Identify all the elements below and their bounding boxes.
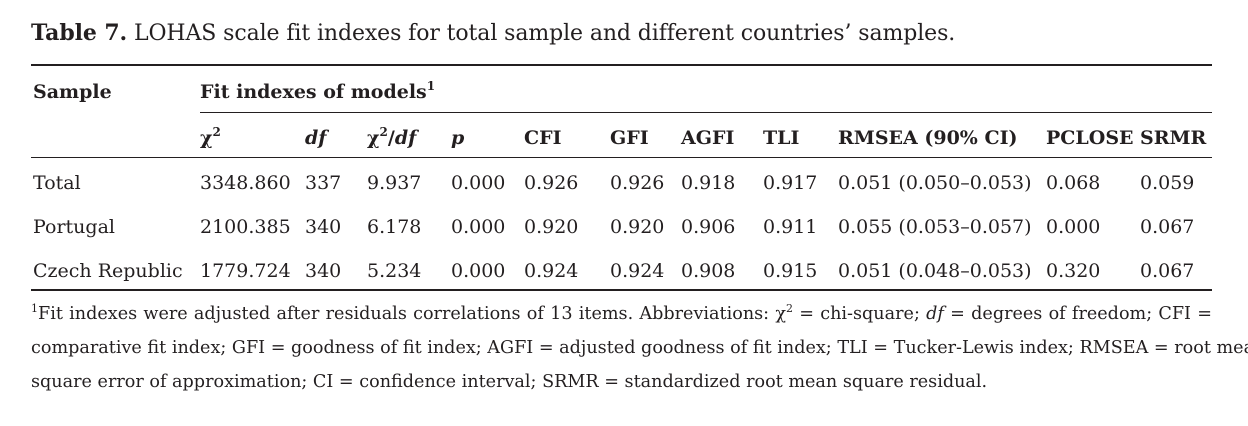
cell-pclose: 0.320 [1046, 260, 1101, 282]
cell-gfi: 0.926 [610, 172, 665, 194]
table-label: Table 7. [31, 20, 128, 46]
cell-p: 0.000 [451, 216, 506, 238]
cell-sample: Total [33, 172, 81, 194]
header-p: p [451, 127, 465, 149]
cell-cfi: 0.920 [524, 216, 579, 238]
group-rule [200, 112, 1212, 114]
cell-rmsea: 0.051 (0.048–0.053) [838, 260, 1032, 282]
cell-gfi: 0.920 [610, 216, 665, 238]
header-agfi: AGFI [681, 127, 735, 149]
cell-chi2-df: 9.937 [367, 172, 422, 194]
cell-df: 340 [305, 260, 342, 282]
cell-chi2-df: 6.178 [367, 216, 422, 238]
cell-agfi: 0.918 [681, 172, 736, 194]
cell-agfi: 0.908 [681, 260, 736, 282]
cell-df: 340 [305, 216, 342, 238]
cell-sample: Czech Republic [33, 260, 183, 282]
header-sample: Sample [33, 81, 112, 103]
cell-cfi: 0.926 [524, 172, 579, 194]
cell-rmsea: 0.055 (0.053–0.057) [838, 216, 1032, 238]
cell-chi2: 3348.860 [200, 172, 291, 194]
header-gfi: GFI [610, 127, 649, 149]
cell-chi2: 2100.385 [200, 216, 291, 238]
header-tli: TLI [763, 127, 800, 149]
cell-rmsea: 0.051 (0.050–0.053) [838, 172, 1032, 194]
cell-tli: 0.911 [763, 216, 818, 238]
header-fit-indexes: Fit indexes of models1 [200, 79, 436, 103]
footnote-marker: 1 [426, 79, 436, 93]
cell-tli: 0.917 [763, 172, 818, 194]
cell-cfi: 0.924 [524, 260, 579, 282]
cell-pclose: 0.068 [1046, 172, 1101, 194]
footnote-line-1: 1Fit indexes were adjusted after residua… [31, 302, 1212, 324]
header-chi2-df: χ2/df [367, 125, 417, 149]
header-df: df [305, 127, 327, 149]
footnote-line-3: square error of approximation; CI = conf… [31, 372, 988, 392]
cell-srmr: 0.067 [1140, 260, 1195, 282]
table-caption: Table 7. LOHAS scale fit indexes for tot… [31, 20, 955, 46]
cell-sample: Portugal [33, 216, 115, 238]
cell-srmr: 0.059 [1140, 172, 1195, 194]
header-pclose: PCLOSE [1046, 127, 1134, 149]
cell-srmr: 0.067 [1140, 216, 1195, 238]
cell-df: 337 [305, 172, 342, 194]
header-srmr: SRMR [1140, 127, 1207, 149]
cell-chi2-df: 5.234 [367, 260, 422, 282]
header-cfi: CFI [524, 127, 562, 149]
cell-p: 0.000 [451, 260, 506, 282]
footnote-line-2: comparative fit index; GFI = goodness of… [31, 338, 1248, 358]
cell-chi2: 1779.724 [200, 260, 291, 282]
header-rmsea: RMSEA (90% CI) [838, 127, 1018, 149]
table-title: LOHAS scale fit indexes for total sample… [127, 21, 956, 46]
cell-tli: 0.915 [763, 260, 818, 282]
cell-p: 0.000 [451, 172, 506, 194]
header-rule [31, 157, 1212, 159]
cell-agfi: 0.906 [681, 216, 736, 238]
footnote-marker: 1 [31, 302, 38, 315]
cell-pclose: 0.000 [1046, 216, 1101, 238]
header-chi2: χ2 [200, 125, 221, 149]
bottom-rule [31, 289, 1212, 291]
top-rule [31, 64, 1212, 66]
cell-gfi: 0.924 [610, 260, 665, 282]
